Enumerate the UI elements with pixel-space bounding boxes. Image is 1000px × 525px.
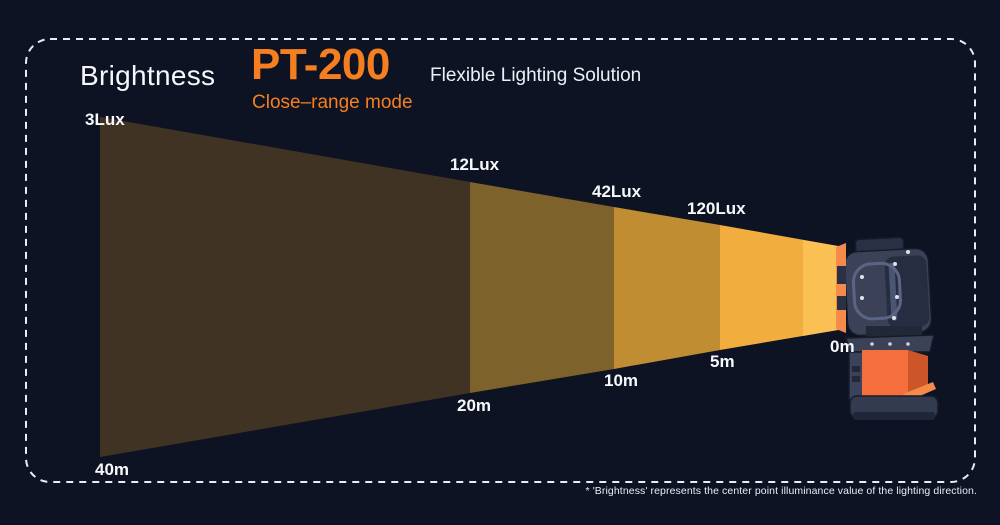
lamp-battery-side (908, 350, 928, 396)
footnote: * 'Brightness' represents the center poi… (585, 485, 977, 497)
lamp-bezel (836, 243, 846, 333)
lamp-base-bolts (870, 342, 910, 346)
product-model: PT-200 (251, 40, 390, 89)
brightness-title: Brightness (80, 60, 216, 91)
beam-glow (803, 240, 838, 336)
lamp-screws (860, 250, 910, 320)
lamp-bezel-clamp-top (837, 266, 846, 284)
lamp-foot-base (853, 412, 935, 420)
mode-subtitle: Close–range mode (252, 92, 413, 113)
lux-label-42: 42Lux (592, 182, 642, 201)
distance-label-40m: 40m (95, 460, 130, 479)
lamp-device (836, 236, 939, 420)
lamp-bezel-clamp-bottom (837, 296, 846, 310)
lamp-head-panel-ridge (888, 262, 898, 321)
beam-segment-20-40m (100, 117, 470, 457)
distance-label-0m: 0m (830, 337, 855, 356)
distance-label-20m: 20m (457, 396, 492, 415)
dashed-border (25, 38, 976, 483)
lamp-latch-slot-2 (852, 376, 860, 382)
lux-label-12: 12Lux (450, 155, 500, 174)
lamp-latch-slot-1 (852, 366, 860, 372)
lamp-head-loop (851, 261, 902, 321)
distance-label-5m: 5m (710, 352, 735, 371)
lux-label-3: 3Lux (85, 110, 125, 129)
product-tagline: Flexible Lighting Solution (430, 65, 642, 86)
distance-label-10m: 10m (604, 371, 639, 390)
lamp-battery-front (862, 350, 908, 396)
beam-segment-10-20m (470, 182, 614, 393)
lux-label-120: 120Lux (687, 199, 746, 218)
beam-segment-5-10m (614, 207, 720, 369)
